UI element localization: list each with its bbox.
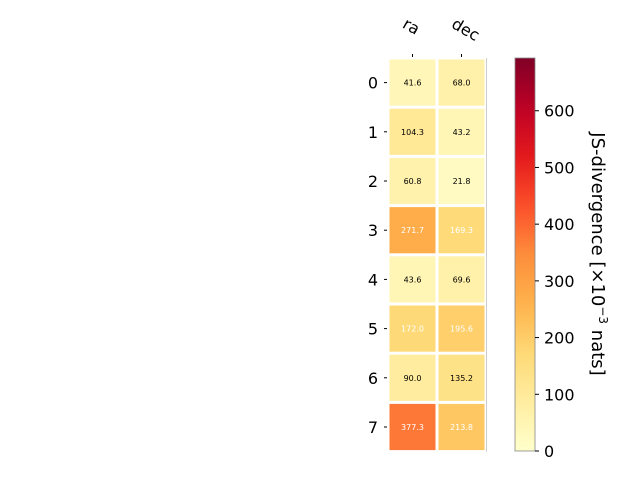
heatmap-cell [389,207,436,254]
heatmap-cell [389,305,436,352]
colorbar-tick-label: 0 [544,442,554,461]
cell-value-label: 69.6 [453,275,471,284]
heatmap-cell [438,305,485,352]
cell-value-label: 172.0 [401,325,424,334]
heatmap-cell [438,354,485,401]
heatmap-cell [389,354,436,401]
cell-value-label: 21.8 [453,177,471,186]
colorbar-tick-label: 400 [544,215,575,234]
row-tick-label: 5 [368,320,378,339]
colorbar-tick-label: 100 [544,385,575,404]
row-tick-label: 7 [368,418,378,437]
row-tick-label: 6 [368,369,378,388]
row-tick-label: 2 [368,172,378,191]
row-tick-label: 3 [368,221,378,240]
column-tick-label: ra [400,14,424,39]
cell-value-label: 169.3 [450,226,473,235]
heatmap-cell [438,108,485,155]
cell-value-label: 43.6 [404,275,422,284]
cell-value-label: 90.0 [404,374,422,383]
cell-value-label: 60.8 [404,177,422,186]
row-tick-label: 1 [368,123,378,142]
cell-value-label: 135.2 [450,374,473,383]
heatmap-cell [389,256,436,303]
column-tick-label: dec [449,14,483,45]
heatmap-cell [389,59,436,106]
cell-value-label: 271.7 [401,226,424,235]
cell-value-label: 195.6 [450,325,473,334]
heatmap-cell [389,108,436,155]
cell-value-label: 68.0 [453,79,471,88]
heatmap-cell [438,157,485,205]
colorbar-tick-label: 500 [544,158,575,177]
cell-value-label: 104.3 [401,128,424,137]
cell-value-label: 41.6 [404,79,422,88]
row-tick-label: 0 [368,74,378,93]
heatmap-cell [438,403,485,451]
heatmap-cell [438,59,485,106]
heatmap-cell [438,256,485,303]
colorbar-tick-label: 300 [544,272,575,291]
colorbar-tick-label: 600 [544,102,575,121]
colorbar-gradient [514,57,536,452]
colorbar: 0 100 200 300 400 500 600 [514,57,575,461]
heatmap: 41.6 68.0 104.3 43.2 60.8 21.8 271.7 169.3 43.6 6… [368,14,487,452]
cell-value-label: 213.8 [450,423,473,432]
heatmap-cell [389,157,436,205]
colorbar-label: JS-divergence [×10−3 nats] [587,131,610,375]
row-tick-label: 4 [368,270,378,289]
cell-value-label: 43.2 [453,128,471,137]
cell-value-label: 377.3 [401,423,424,432]
heatmap-cell [389,403,436,451]
colorbar-tick-label: 200 [544,329,575,348]
heatmap-cell [438,207,485,254]
